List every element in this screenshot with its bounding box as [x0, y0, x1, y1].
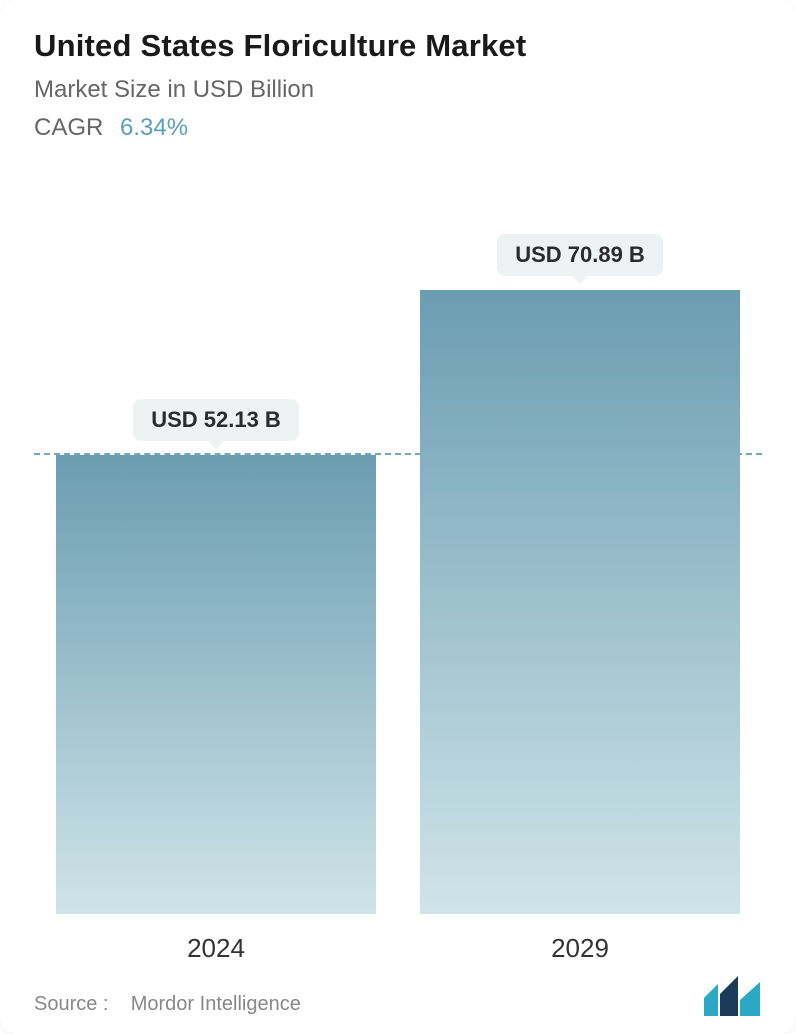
chart-card: United States Floriculture Market Market…: [0, 0, 796, 1034]
bars-container: USD 52.13 B USD 70.89 B: [34, 210, 762, 914]
chart-subtitle: Market Size in USD Billion: [34, 76, 762, 104]
source-label: Source :: [34, 993, 108, 1015]
source-value: Mordor Intelligence: [131, 993, 301, 1015]
value-pill-1: USD 70.89 B: [497, 234, 663, 276]
source-text: Source : Mordor Intelligence: [34, 993, 301, 1016]
chart-footer: Source : Mordor Intelligence: [34, 976, 762, 1016]
cagr-value: 6.34%: [120, 114, 188, 141]
bar-slot-0: USD 52.13 B: [56, 210, 376, 914]
bar-0: [56, 455, 376, 914]
x-axis-labels: 2024 2029: [34, 933, 762, 964]
cagr-row: CAGR 6.34%: [34, 114, 762, 142]
x-label-0: 2024: [56, 933, 376, 964]
bar-slot-1: USD 70.89 B: [420, 210, 740, 914]
cagr-label: CAGR: [34, 114, 103, 141]
chart-plot-area: USD 52.13 B USD 70.89 B: [34, 210, 762, 914]
brand-logo-icon: [704, 976, 762, 1016]
bar-1: [420, 290, 740, 914]
x-label-1: 2029: [420, 933, 740, 964]
chart-title: United States Floriculture Market: [34, 28, 762, 64]
value-pill-0: USD 52.13 B: [133, 399, 299, 441]
